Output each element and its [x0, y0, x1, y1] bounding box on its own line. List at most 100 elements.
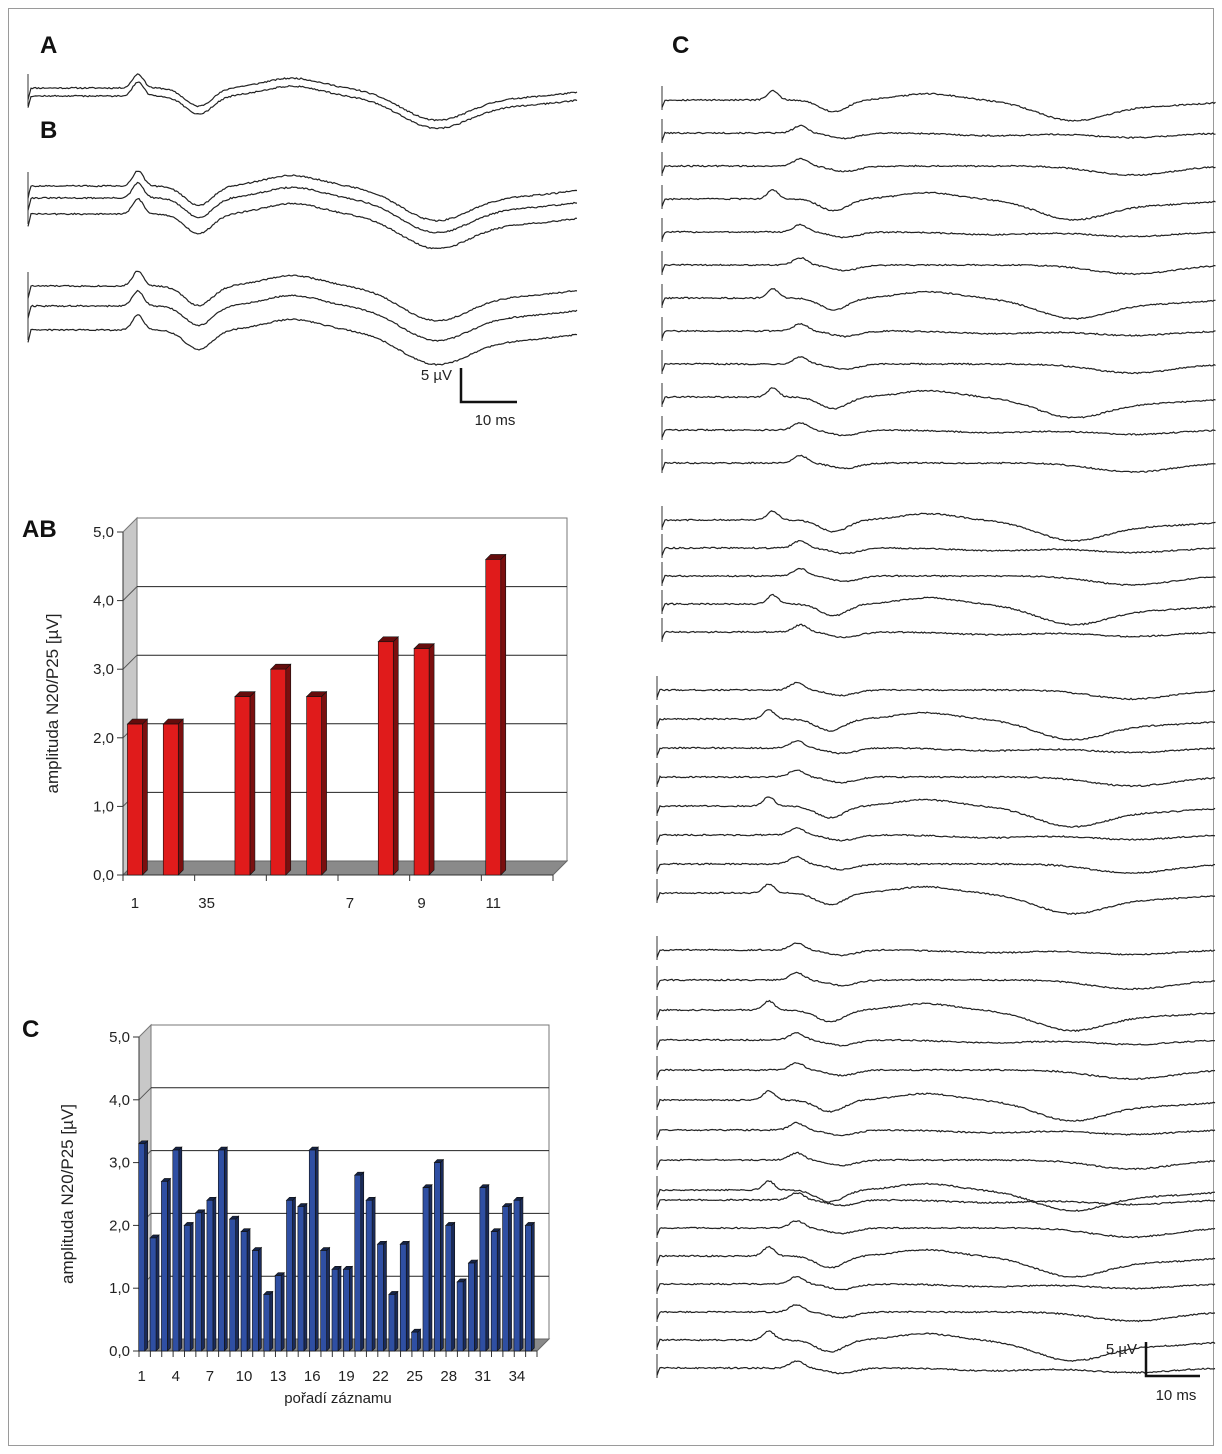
bar: [467, 1259, 479, 1352]
bar: [354, 1171, 365, 1352]
chart-gridline-side: [138, 1087, 152, 1101]
bar-side: [440, 1158, 444, 1352]
trace-c-22: [656, 796, 1216, 828]
bar: [399, 1240, 410, 1352]
trace-b-5: [27, 289, 578, 342]
trace-c-28: [656, 999, 1216, 1033]
trace-c-39: [656, 1304, 1216, 1323]
bar-front: [411, 1331, 418, 1352]
trace-b-2: [27, 181, 578, 234]
bar-side: [249, 690, 256, 876]
trace-c-34: [656, 1180, 1216, 1212]
bar-side: [167, 1177, 171, 1352]
bar-side: [474, 1259, 478, 1352]
bar: [234, 690, 256, 876]
bar-side: [531, 1221, 535, 1352]
bar-side: [292, 1196, 296, 1352]
bar: [410, 1328, 422, 1352]
bar-side: [303, 1202, 308, 1352]
bar: [413, 642, 435, 876]
trace-c-38: [656, 1275, 1216, 1292]
bar-side: [508, 1202, 512, 1352]
y-tick-label: 4,0: [93, 593, 114, 610]
trace-c-23: [656, 826, 1216, 843]
trace-c-4: [661, 188, 1216, 221]
trace-b-1: [27, 170, 578, 222]
trace-c-17: [661, 623, 1216, 640]
trace-c-35: [656, 1192, 1216, 1208]
bar-side: [394, 1290, 399, 1352]
bar: [490, 1227, 501, 1352]
bar: [331, 1265, 342, 1352]
scale-bar-left: 5 µV 10 ms: [421, 367, 517, 429]
panel-label-a: A: [40, 32, 57, 59]
bar-front: [320, 1250, 327, 1352]
bar-side: [485, 1183, 490, 1352]
bar: [126, 718, 149, 876]
bar-front: [195, 1212, 202, 1352]
trace-c-15: [661, 567, 1216, 587]
bar-front: [138, 1143, 145, 1352]
bar-side: [201, 1209, 205, 1352]
trace-c-9: [661, 356, 1216, 375]
x-tick-label: 11: [485, 895, 501, 912]
trace-c-32: [656, 1121, 1216, 1138]
bar-front: [270, 668, 287, 876]
panel-label-c-chart: C: [22, 1016, 39, 1043]
bar-front: [263, 1294, 271, 1352]
bar: [274, 1271, 285, 1352]
x-tick-label: 13: [270, 1368, 287, 1385]
bar-front: [365, 1199, 373, 1352]
bar-front: [127, 723, 143, 876]
bar: [456, 1278, 467, 1352]
bar: [285, 1196, 297, 1352]
chart-gridline-side: [122, 654, 138, 670]
bar-front: [286, 1199, 293, 1352]
trace-c-11: [661, 422, 1216, 438]
x-tick-label: 25: [406, 1368, 423, 1385]
bar-side: [383, 1240, 387, 1352]
bar-side: [280, 1271, 285, 1352]
bar-side: [212, 1196, 217, 1352]
bar-chart-c: 0,0 1,0 2,0 3,0 4,0 5,0 1 4 7 10 13 16 19 22 25 28 31 34 a…: [58, 1023, 551, 1407]
bar-side: [142, 718, 148, 876]
bar: [149, 1234, 160, 1352]
bar: [319, 1246, 331, 1352]
bar-side: [417, 1328, 421, 1352]
traces-panel-a: [27, 73, 578, 130]
bar-front: [485, 559, 502, 876]
scale-bar-right-lines: [1144, 1342, 1200, 1378]
trace-c-31: [656, 1089, 1216, 1122]
bar-side: [285, 663, 292, 876]
trace-c-13: [661, 510, 1216, 542]
bar: [194, 1209, 206, 1352]
trace-c-25: [656, 883, 1216, 916]
scale-bar-left-lines: [459, 368, 517, 404]
bar-front: [525, 1225, 532, 1352]
x-tick-label: 34: [509, 1368, 526, 1385]
trace-c-12: [661, 454, 1216, 474]
trace-a-2: [27, 81, 578, 130]
bar-front: [161, 1181, 168, 1352]
bar-front: [274, 1275, 282, 1352]
traces-panel-c: [656, 86, 1216, 1378]
scale-bar-left-time: 10 ms: [475, 412, 516, 429]
y-tick-label: 2,0: [109, 1217, 130, 1234]
bar: [308, 1146, 319, 1352]
x-tick-label: 35: [198, 895, 215, 912]
trace-b-4: [27, 270, 578, 322]
bar-side: [428, 1183, 433, 1352]
trace-c-10: [661, 387, 1216, 419]
trace-c-20: [656, 739, 1216, 756]
bar: [172, 1146, 183, 1352]
trace-c-24: [656, 855, 1216, 875]
chart-gridline-side: [122, 586, 138, 601]
bar: [422, 1183, 433, 1352]
bar-side: [314, 1146, 319, 1352]
trace-c-33: [656, 1151, 1216, 1171]
bar: [342, 1265, 354, 1352]
bar: [206, 1196, 217, 1352]
bar-front: [306, 696, 322, 876]
bar-chart-ab: 0,0 1,0 2,0 3,0 4,0 5,0 1 35 7 9 11 amplituda N20/P…: [43, 516, 569, 912]
